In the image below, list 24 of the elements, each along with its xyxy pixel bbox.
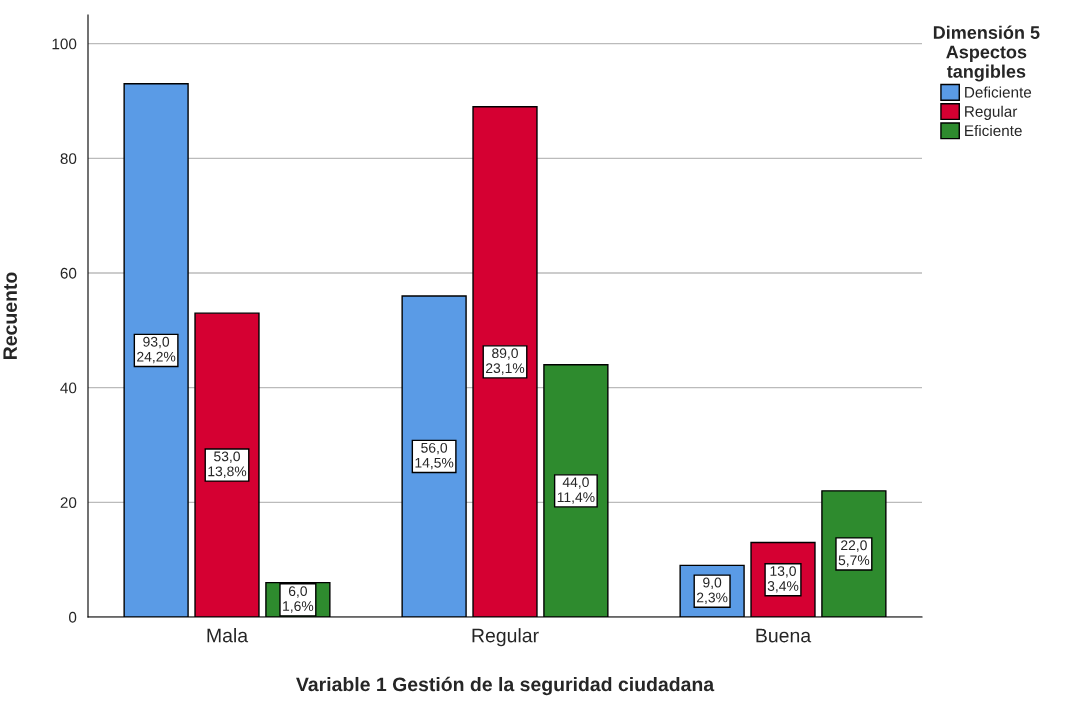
data-label: 44,0 11,4%	[557, 477, 595, 504]
y-tick-label: 80	[60, 153, 77, 165]
data-label: 22,0 5,7%	[838, 540, 870, 567]
data-label: 9,0 2,3%	[696, 577, 728, 605]
data-label: 93,0 24,2%	[137, 336, 176, 364]
x-axis-title: Variable 1 Gestión de la seguridad ciudadana	[296, 676, 715, 696]
y-tick-label: 20	[60, 497, 77, 509]
y-tick-label: 40	[60, 382, 77, 394]
x-tick-label: Regular	[472, 628, 539, 647]
data-label: 6,0 1,6%	[283, 586, 314, 613]
data-label: 53,0 13,8%	[208, 451, 247, 478]
x-tick-label: Mala	[207, 628, 249, 643]
data-label: 56,0 14,5%	[415, 442, 454, 470]
legend-label: Eficiente	[965, 124, 1022, 137]
data-label: 13,0 3,4%	[767, 566, 799, 593]
y-tick-label: 0	[68, 611, 77, 623]
legend-title: Dimensión 5 Aspectos tangibles	[933, 25, 1040, 82]
y-tick-label: 60	[60, 267, 77, 279]
x-tick-label: Buena	[756, 628, 812, 643]
legend-label: Deficiente	[965, 86, 1032, 98]
y-axis-title: Recuento	[3, 272, 17, 359]
y-tick-label: 100	[52, 38, 77, 50]
data-label: 89,0 23,1%	[486, 348, 525, 375]
legend-label: Regular	[965, 105, 1018, 120]
